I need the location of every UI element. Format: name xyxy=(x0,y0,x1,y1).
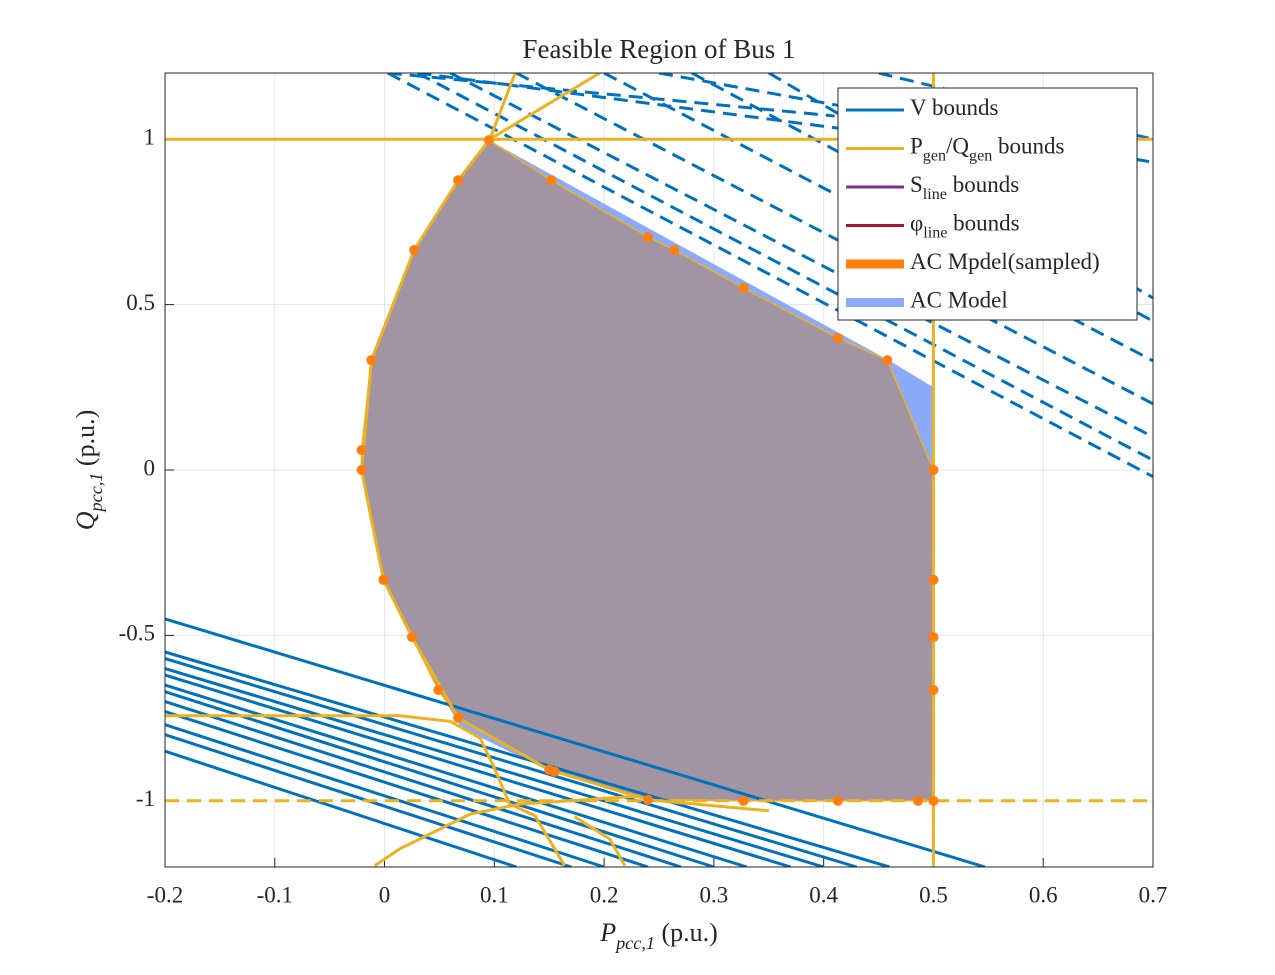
x-tick-label: 0.5 xyxy=(919,882,948,907)
label-part: Q xyxy=(71,511,100,530)
label-part: P xyxy=(910,134,923,159)
axes-box xyxy=(164,72,1154,868)
label-part: S xyxy=(910,172,923,197)
legend-label: AC Model xyxy=(910,288,1008,313)
sample-point xyxy=(643,794,654,805)
sample-point xyxy=(913,795,924,806)
legend-label: AC Mpdel(sampled) xyxy=(910,249,1100,274)
y-axis-label: Qpcc,1 (p.u.) xyxy=(71,410,106,531)
sample-point xyxy=(453,175,464,186)
sample-point xyxy=(546,175,557,186)
label-part: AC Model xyxy=(910,288,1008,313)
x-axis-label: Ppcc,1 (p.u.) xyxy=(599,918,718,953)
label-part: φ xyxy=(910,211,923,236)
x-tick-label: 0.6 xyxy=(1029,882,1058,907)
label-part: AC Mpdel(sampled) xyxy=(910,249,1100,274)
sample-point xyxy=(832,332,843,343)
legend-label: Sline bounds xyxy=(910,172,1019,203)
sample-point xyxy=(928,465,939,475)
x-tick-label: 0 xyxy=(379,882,391,907)
sample-point xyxy=(356,445,367,456)
sample-point xyxy=(832,795,843,806)
label-part: bounds xyxy=(992,134,1064,159)
sample-point xyxy=(356,465,367,475)
sample-point xyxy=(407,632,417,643)
y-tick-label: 0.5 xyxy=(126,290,155,315)
chart-title: Feasible Region of Bus 1 xyxy=(523,34,796,64)
y-tick-label: 1 xyxy=(144,124,156,149)
x-tick-label: 0.2 xyxy=(590,882,619,907)
legend-label: φline bounds xyxy=(910,211,1020,242)
sample-point xyxy=(409,244,420,255)
label-part: P xyxy=(599,918,616,947)
y-tick-label: -1 xyxy=(136,786,155,811)
label-part: (p.u.) xyxy=(655,918,718,947)
x-tick-label: 0.3 xyxy=(700,882,729,907)
sample-point xyxy=(453,712,464,723)
x-tick-label: -0.2 xyxy=(147,882,183,907)
sample-point xyxy=(483,135,494,146)
legend-label: Pgen/Qgen bounds xyxy=(910,134,1065,165)
sample-point xyxy=(928,574,939,585)
label-part: bounds xyxy=(947,211,1019,236)
sample-point xyxy=(738,283,749,294)
label-part: line xyxy=(923,186,947,203)
legend-box xyxy=(837,87,1138,321)
sample-point xyxy=(669,244,680,255)
x-tick-label: 0.7 xyxy=(1139,882,1168,907)
sample-point xyxy=(433,685,444,696)
sample-point xyxy=(738,795,749,806)
sample-point xyxy=(928,685,939,696)
label-part: /Q xyxy=(946,134,969,159)
sample-point xyxy=(928,795,939,806)
label-part: bounds xyxy=(947,172,1019,197)
plot-area xyxy=(165,73,1153,867)
label-part: V bounds xyxy=(910,95,998,120)
label-part: gen xyxy=(969,148,992,165)
sample-point xyxy=(882,355,893,366)
x-tick-label: -0.1 xyxy=(257,882,293,907)
sample-point xyxy=(928,632,939,643)
label-part: gen xyxy=(923,148,946,165)
sample-point xyxy=(643,232,654,243)
y-tick-label: 0 xyxy=(144,455,156,480)
label-part: pcc,1 xyxy=(614,933,655,953)
label-part: pcc,1 xyxy=(86,473,106,514)
sample-point xyxy=(544,764,555,775)
x-tick-label: 0.4 xyxy=(809,882,838,907)
sample-point xyxy=(366,355,377,366)
label-part: (p.u.) xyxy=(71,410,100,473)
legend-label: V bounds xyxy=(910,95,998,120)
y-tick-label: -0.5 xyxy=(119,621,155,646)
sample-point xyxy=(378,574,389,585)
x-tick-label: 0.1 xyxy=(480,882,509,907)
label-part: line xyxy=(923,225,947,242)
